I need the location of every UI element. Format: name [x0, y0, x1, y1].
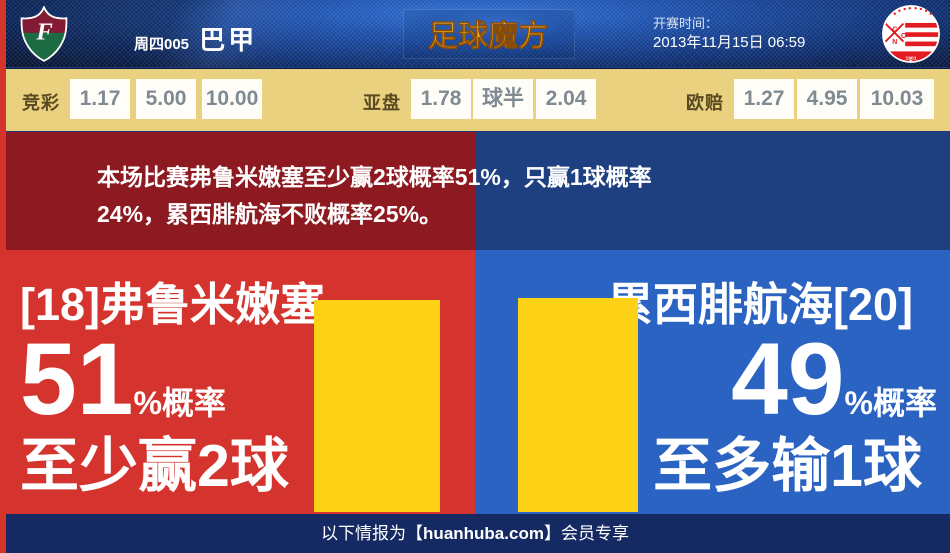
svg-text:F: F [35, 19, 53, 46]
svg-text:N: N [892, 39, 897, 46]
svg-text:★: ★ [909, 58, 914, 63]
svg-text:C: C [892, 27, 897, 34]
svg-text:C: C [901, 33, 906, 40]
svg-text:足球魔方: 足球魔方 [428, 19, 548, 53]
